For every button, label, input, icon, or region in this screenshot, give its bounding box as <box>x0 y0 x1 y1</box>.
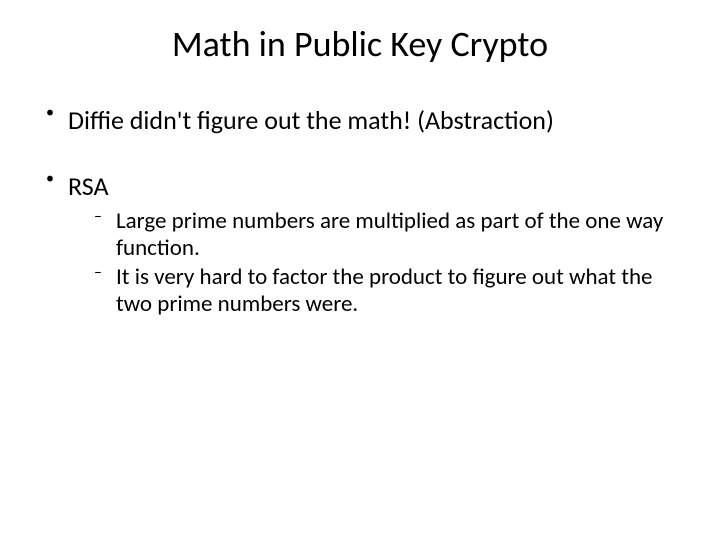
sub-bullet-text: Large prime numbers are multiplied as pa… <box>116 207 663 262</box>
bullet-text: RSA <box>68 170 109 202</box>
sub-bullet-text: It is very hard to factor the product to… <box>116 263 652 318</box>
sub-bullet-item: Large prime numbers are multiplied as pa… <box>92 208 680 262</box>
sub-bullet-list: Large prime numbers are multiplied as pa… <box>68 208 680 319</box>
bullet-list: Diffie didn't figure out the math! (Abst… <box>40 104 680 319</box>
bullet-item: RSA Large prime numbers are multiplied a… <box>40 170 680 319</box>
bullet-item: Diffie didn't figure out the math! (Abst… <box>40 104 680 136</box>
slide: Math in Public Key Crypto Diffie didn't … <box>0 0 720 540</box>
sub-bullet-item: It is very hard to factor the product to… <box>92 264 680 318</box>
bullet-text: Diffie didn't figure out the math! (Abst… <box>68 104 554 136</box>
slide-title: Math in Public Key Crypto <box>40 22 680 66</box>
